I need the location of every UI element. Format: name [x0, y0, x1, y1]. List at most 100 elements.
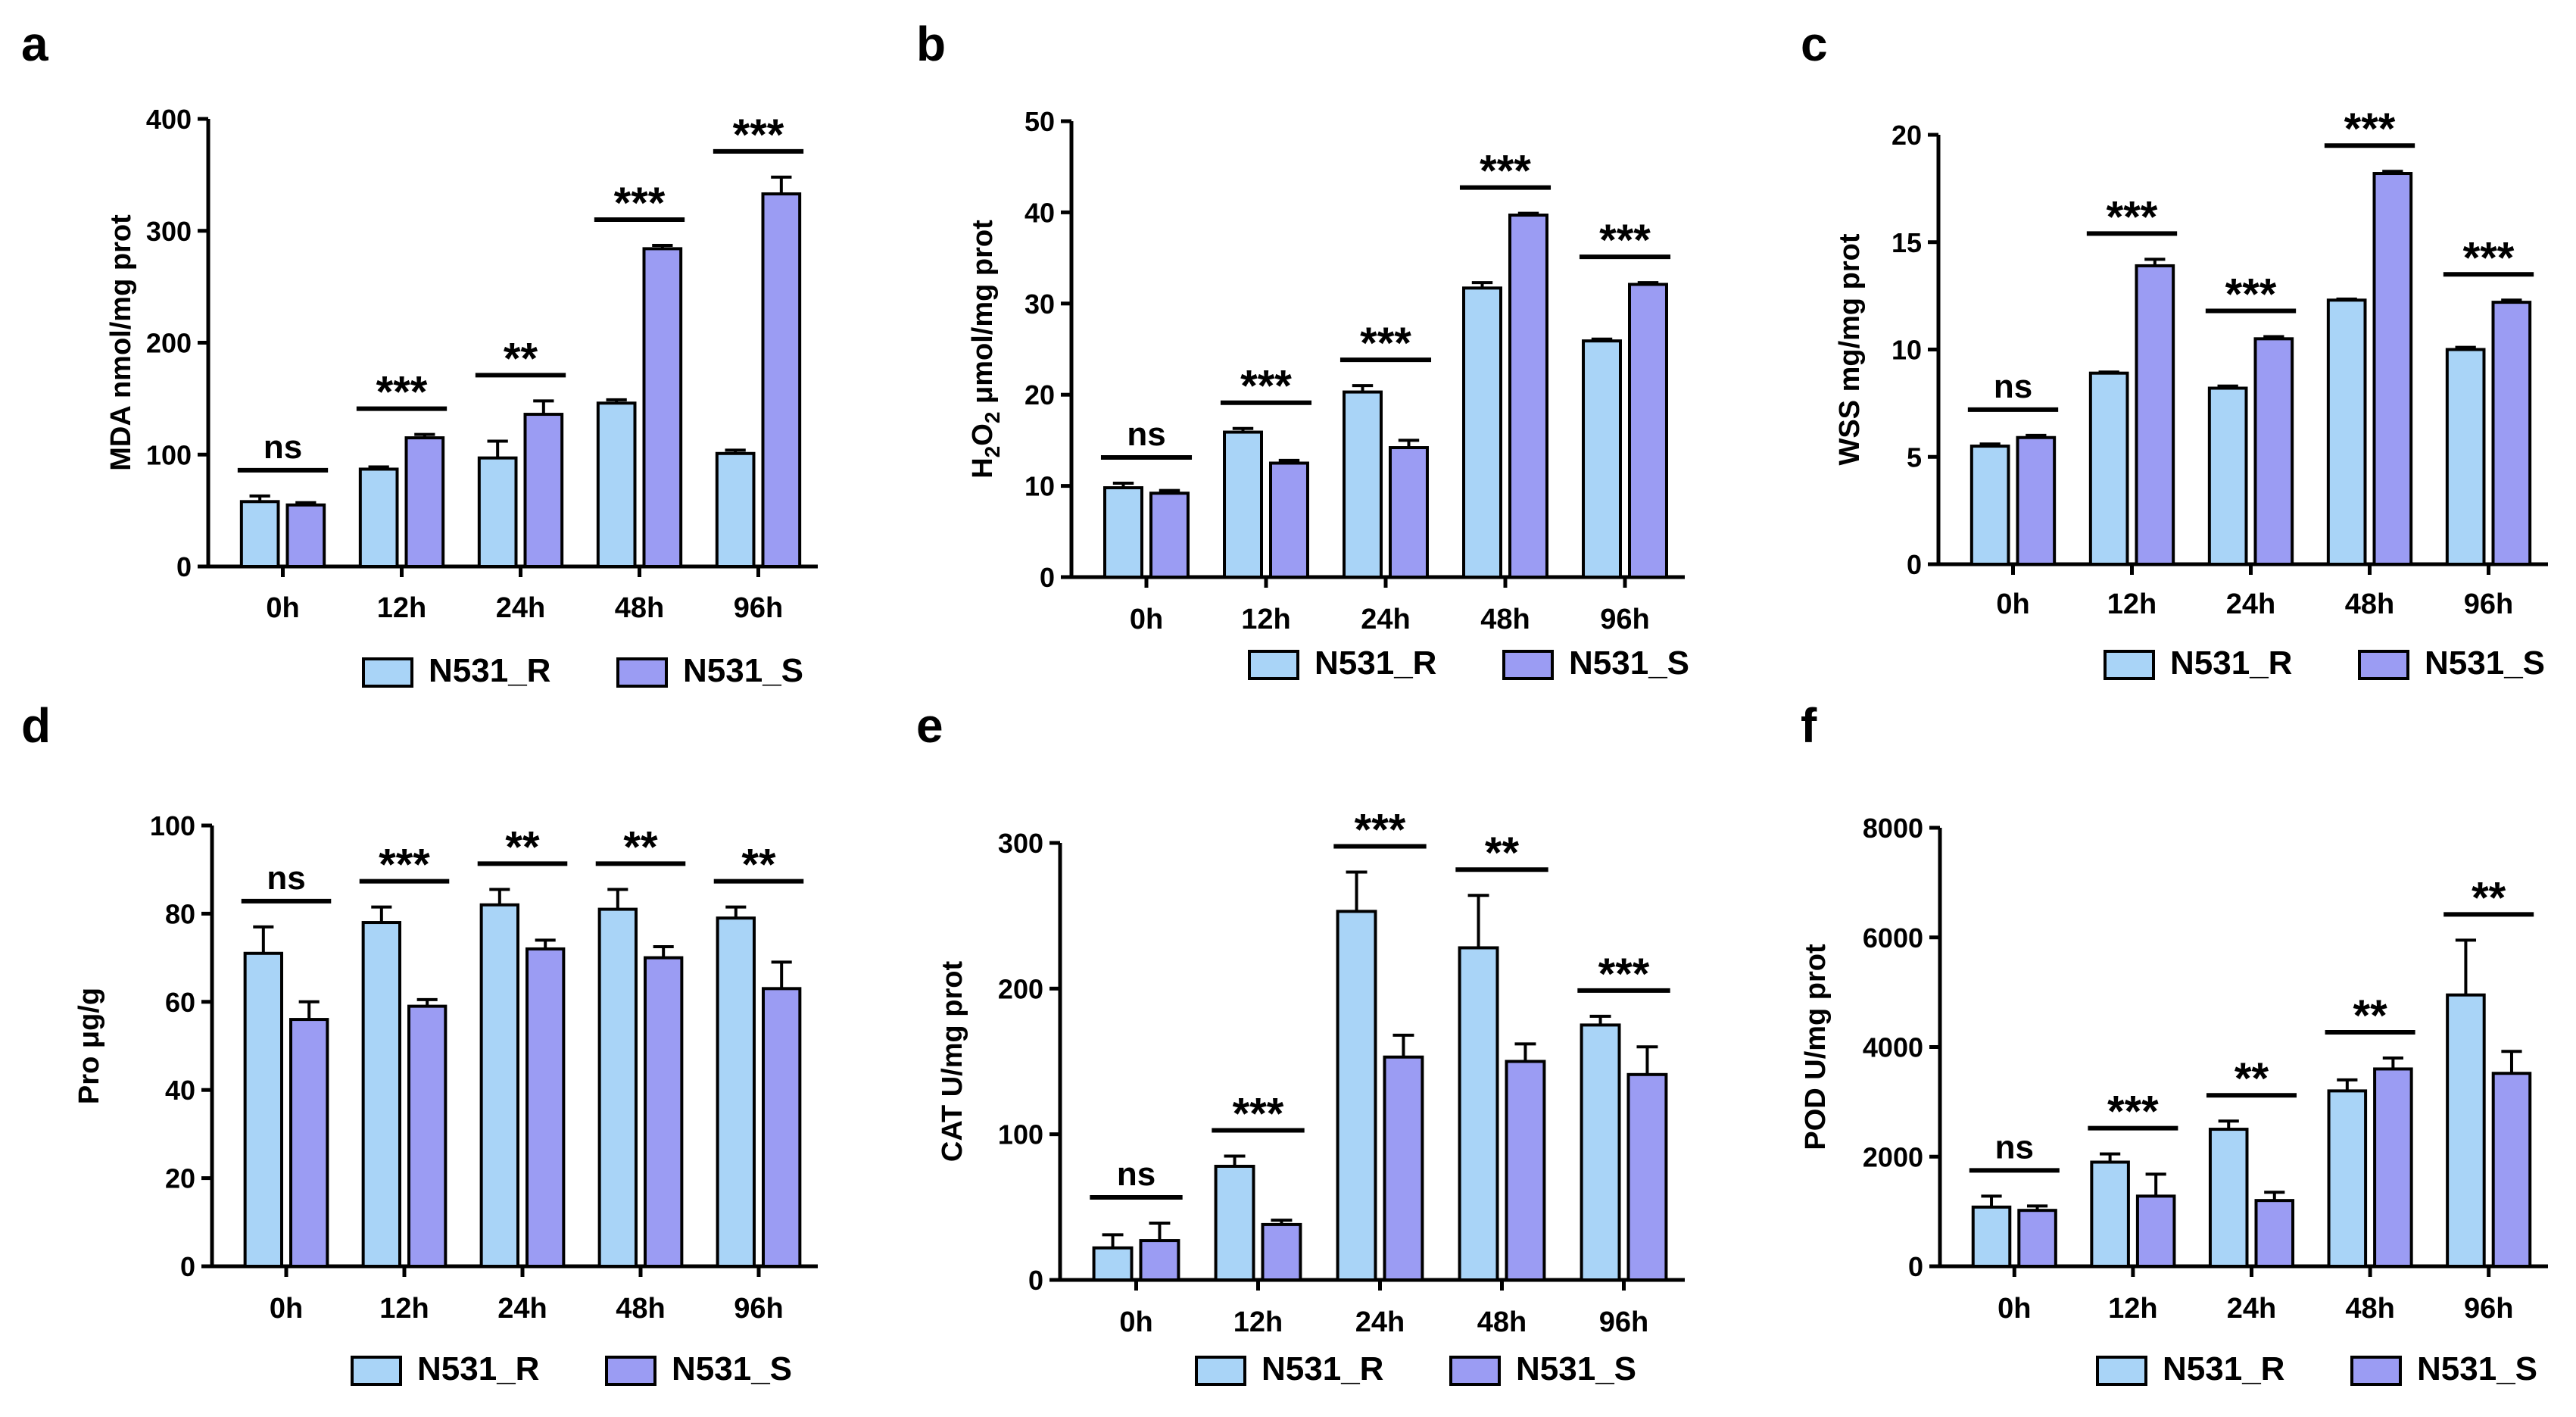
significance-label: *** — [733, 111, 784, 160]
y-tick-label: 60 — [165, 987, 195, 1018]
panel-letter-e: e — [916, 698, 943, 753]
legend-swatch-N531_S — [616, 657, 668, 688]
bar-N531_R-96h — [715, 451, 756, 569]
significance-label: ** — [505, 822, 540, 872]
x-tick-label: 96h — [1599, 1306, 1648, 1338]
x-tick-label: 24h — [1355, 1306, 1405, 1338]
y-tick-label: 50 — [1024, 106, 1055, 137]
significance-label: ** — [2353, 991, 2388, 1041]
y-tick-label: 8000 — [1863, 813, 1923, 844]
legend-swatch-N531_S — [1502, 650, 1554, 680]
bar-N531_S-0h — [285, 503, 326, 568]
bar-N531_R-96h — [2446, 993, 2486, 1269]
y-tick-label: 5 — [1907, 442, 1922, 473]
bar-N531_S-24h — [1389, 446, 1429, 579]
bar-N531_S-48h — [642, 247, 683, 568]
x-tick-label: 24h — [496, 592, 545, 624]
significance-label: *** — [1360, 319, 1411, 368]
x-tick-label: 0h — [1996, 588, 2029, 620]
bar-N531_R-96h — [716, 916, 756, 1268]
y-tick-label: 6000 — [1863, 922, 1923, 954]
y-tick-label: 80 — [165, 898, 195, 929]
bar-N531_R-48h — [597, 907, 638, 1268]
legend-swatch-N531_S — [2358, 650, 2409, 680]
legend-swatch-N531_S — [2350, 1356, 2402, 1386]
panel-f: f POD U/mg prot 0 2000 4000 6000 8000 0h ns 12h **… — [1800, 698, 2548, 1387]
bar-N531_S-0h — [1139, 1239, 1180, 1281]
significance-label: *** — [1480, 147, 1531, 196]
legend-label-N531_R: N531_R — [2170, 645, 2292, 682]
bar-N531_R-24h — [1343, 390, 1383, 579]
bar-N531_S-96h — [762, 987, 802, 1268]
bar-N531_R-96h — [1580, 1023, 1621, 1281]
bar-N531_R-48h — [596, 401, 637, 568]
bar-N531_R-24h — [1336, 910, 1377, 1281]
bar-N531_S-48h — [2372, 172, 2413, 566]
bar-N531_R-96h — [2445, 348, 2486, 566]
significance-label: *** — [1233, 1090, 1284, 1139]
bar-N531_R-24h — [2208, 1128, 2249, 1268]
legend-label-N531_S: N531_S — [1516, 1350, 1636, 1387]
panel-d: d Pro μg/g 0 20 40 60 80 100 0h ns 12h *** 24h ** 48h *… — [21, 698, 818, 1387]
significance-label: ns — [264, 429, 302, 466]
x-tick-label: 96h — [734, 592, 783, 624]
y-tick-label: 200 — [146, 328, 192, 359]
bar-N531_R-24h — [479, 903, 520, 1268]
bar-N531_S-12h — [2135, 1194, 2176, 1268]
bar-N531_S-0h — [1149, 492, 1190, 579]
significance-label: ns — [1117, 1156, 1155, 1193]
x-tick-label: 48h — [2345, 588, 2394, 620]
bar-N531_S-96h — [2491, 1072, 2532, 1268]
bar-N531_R-12h — [358, 467, 399, 569]
significance-label: *** — [1599, 216, 1651, 265]
legend-label-N531_R: N531_R — [429, 652, 550, 689]
bar-N531_R-48h — [1462, 286, 1503, 579]
bar-N531_R-0h — [239, 500, 280, 568]
legend-f: N531_R N531_S — [2096, 1350, 2537, 1387]
x-tick-label: 0h — [266, 592, 299, 624]
x-tick-label: 0h — [270, 1293, 303, 1325]
bar-N531_R-12h — [2088, 371, 2129, 566]
significance-label: *** — [2225, 270, 2277, 319]
significance-label: *** — [2107, 192, 2158, 242]
x-tick-label: 96h — [2464, 588, 2513, 620]
y-tick-label: 15 — [1891, 227, 1922, 258]
legend-e: N531_R N531_S — [1195, 1350, 1636, 1387]
legend-label-N531_R: N531_R — [1261, 1350, 1383, 1387]
legend-swatch-N531_R — [1248, 650, 1299, 680]
y-tick-label: 300 — [998, 828, 1043, 859]
legend-a: N531_R N531_S — [362, 652, 803, 689]
significance-label: ** — [1485, 829, 1520, 878]
x-tick-label: 96h — [2464, 1293, 2513, 1325]
bar-N531_R-0h — [243, 951, 284, 1269]
panel-letter-a: a — [21, 17, 48, 71]
panel-letter-b: b — [916, 17, 946, 71]
y-tick-label: 100 — [998, 1119, 1043, 1150]
bar-N531_S-96h — [1626, 1072, 1668, 1282]
x-tick-label: 0h — [1997, 1293, 2031, 1325]
bar-N531_R-12h — [1223, 430, 1264, 579]
bar-N531_R-12h — [361, 921, 402, 1269]
significance-label: *** — [1355, 805, 1406, 854]
y-axis-title-d: Pro μg/g — [73, 988, 105, 1104]
panel-c: c WSS mg/mg prot 0 5 10 15 20 0h ns 12h *** 24h *** 4… — [1801, 17, 2548, 682]
bar-N531_S-12h — [404, 436, 445, 569]
bar-N531_S-48h — [1508, 214, 1548, 579]
bar-N531_R-96h — [1582, 339, 1623, 579]
bar-N531_R-0h — [1969, 445, 2010, 566]
x-tick-label: 48h — [1480, 604, 1530, 635]
y-tick-label: 2000 — [1863, 1141, 1923, 1172]
significance-label: *** — [1598, 950, 1650, 999]
y-tick-label: 30 — [1024, 289, 1055, 320]
x-tick-label: 0h — [1130, 604, 1163, 635]
x-tick-label: 12h — [379, 1293, 429, 1325]
y-tick-label: 100 — [146, 439, 192, 470]
x-tick-label: 12h — [1233, 1306, 1283, 1338]
bar-N531_S-48h — [1505, 1060, 1546, 1281]
legend-label-N531_R: N531_R — [2163, 1350, 2284, 1387]
bar-N531_R-12h — [1214, 1164, 1255, 1281]
y-tick-label: 100 — [150, 810, 195, 841]
x-tick-label: 0h — [1119, 1306, 1152, 1338]
